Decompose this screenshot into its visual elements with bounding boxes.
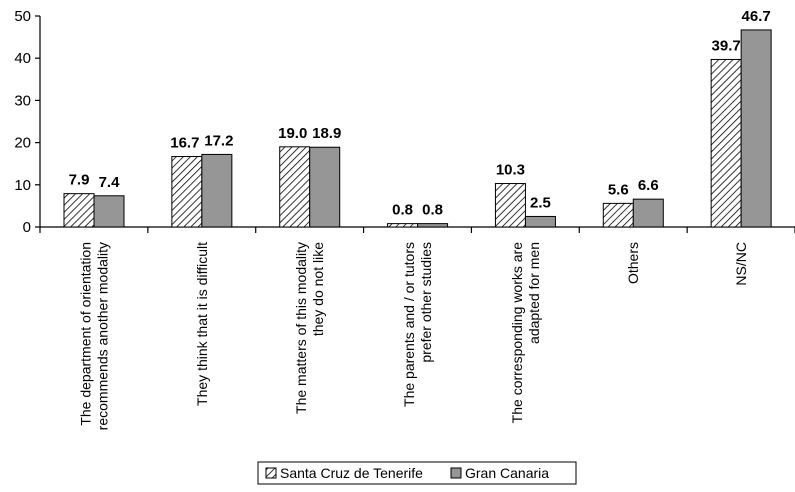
category-label: They think that it is difficult	[194, 242, 210, 406]
category-label-line: they do not like	[310, 242, 326, 336]
bar-santa-cruz	[387, 223, 419, 228]
data-labels: 7.9 16.7 19.0 0.8 10.3 5.6 39.7 7.4 17.2 18.9 0.8 2…	[69, 8, 771, 219]
data-label: 46.7	[742, 8, 771, 25]
legend: Santa Cruz de Tenerife Gran Canaria	[257, 461, 577, 485]
legend-swatch	[450, 467, 462, 479]
bar-gran-canaria	[524, 215, 556, 228]
data-label: 39.7	[712, 37, 741, 54]
legend-box	[257, 461, 577, 485]
category-label-line: They think that it is difficult	[194, 242, 210, 406]
data-label: 2.5	[530, 194, 551, 211]
bar-gran-canaria	[740, 29, 772, 228]
category-label-line: The corresponding works are	[509, 242, 525, 424]
bar-gran-canaria	[417, 223, 449, 228]
category-label-line: recommends another modality	[94, 242, 110, 430]
data-label: 7.4	[99, 174, 121, 191]
axes: 0 10 20 30 40 50	[14, 8, 795, 236]
data-label: 5.6	[608, 181, 629, 198]
bar-santa-cruz	[63, 193, 95, 228]
category-label: The department of orientation recommends …	[77, 242, 110, 430]
data-label: 10.3	[496, 162, 525, 179]
data-label: 17.2	[204, 132, 233, 149]
category-label-line: The department of orientation	[77, 242, 93, 426]
bars	[63, 29, 772, 228]
category-label-line: Others	[625, 242, 641, 284]
bar-santa-cruz	[494, 183, 526, 228]
legend-label: Santa Cruz de Tenerife	[280, 465, 423, 481]
bar-gran-canaria	[632, 198, 664, 228]
legend-label: Gran Canaria	[465, 465, 549, 481]
legend-swatch	[265, 467, 277, 479]
y-tick-label: 20	[14, 135, 31, 152]
category-label: The matters of this modality they do not …	[293, 242, 326, 414]
y-tick-label: 10	[14, 177, 31, 194]
y-tick-label: 50	[14, 8, 31, 25]
data-label: 7.9	[69, 172, 90, 189]
data-label: 18.9	[312, 125, 341, 142]
bar-gran-canaria	[201, 153, 233, 228]
category-label: The parents and / or tutors prefer other …	[401, 242, 434, 407]
data-label: 19.0	[278, 125, 307, 142]
data-label: 16.7	[170, 135, 199, 152]
category-label: Others	[625, 242, 641, 284]
bar-santa-cruz	[602, 202, 634, 228]
data-label: 0.8	[392, 202, 413, 219]
category-label: NS/NC	[733, 242, 749, 286]
y-tick-label: 0	[23, 219, 31, 236]
category-label-line: adapted for men	[526, 242, 542, 344]
y-tick-label: 30	[14, 92, 31, 109]
category-label-line: prefer other studies	[418, 242, 434, 363]
category-label-line: NS/NC	[733, 242, 749, 286]
bar-gran-canaria	[93, 195, 125, 228]
category-label-line: The parents and / or tutors	[401, 242, 417, 407]
bar-santa-cruz	[279, 146, 311, 228]
data-label: 6.6	[638, 177, 659, 194]
category-label-line: The matters of this modality	[293, 242, 309, 414]
y-tick-label: 40	[14, 50, 31, 67]
data-label: 0.8	[422, 202, 443, 219]
bar-gran-canaria	[309, 146, 341, 228]
category-labels: The department of orientation recommends …	[77, 242, 749, 431]
bar-santa-cruz	[710, 58, 742, 228]
category-label: The corresponding works are adapted for m…	[509, 242, 542, 424]
bar-santa-cruz	[171, 156, 203, 228]
